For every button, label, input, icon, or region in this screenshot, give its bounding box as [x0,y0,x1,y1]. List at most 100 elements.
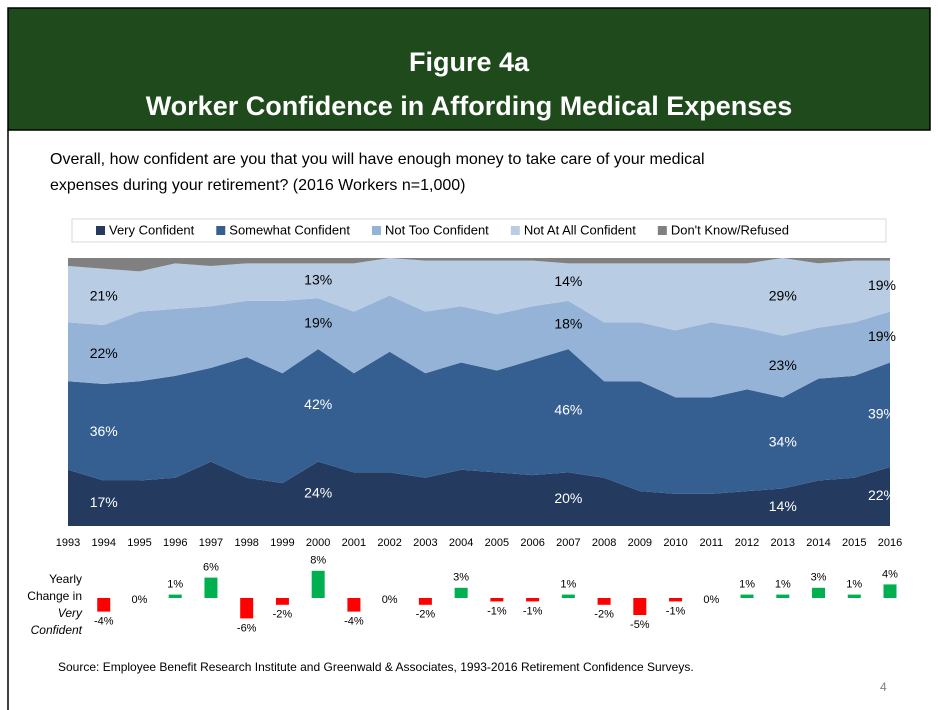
data-label: 21% [90,288,118,304]
data-label: -1% [523,605,543,617]
data-label: 19% [304,314,332,330]
change-bar [240,598,254,619]
data-label: 0% [382,594,398,606]
x-tick-label: 2000 [306,537,330,549]
area [68,295,890,398]
legend-swatch [216,226,226,235]
question-line: expenses during your retirement? (2016 W… [50,177,465,194]
data-label: 39% [868,405,896,421]
data-label: 19% [868,277,896,293]
change-bar [311,570,325,598]
data-label: -5% [630,619,650,631]
x-tick-label: 2007 [556,537,580,549]
x-tick-label: 1995 [127,537,151,549]
data-label: 1% [739,579,755,591]
data-label: 13% [304,271,332,287]
change-bar [561,594,575,598]
legend-label: Don't Know/Refused [671,222,789,237]
legend-label: Not At All Confident [524,222,636,237]
x-tick-label: 1993 [56,537,80,549]
data-label: -6% [237,622,257,634]
change-bar [597,598,611,605]
data-label: 4% [882,568,898,580]
data-label: 0% [703,594,719,606]
data-label: 1% [560,579,576,591]
change-bar [776,594,790,598]
x-tick-label: 2012 [735,537,759,549]
legend-label: Very Confident [109,222,195,237]
x-tick-label: 2015 [842,537,866,549]
data-label: 1% [167,579,183,591]
source: Source: Employee Benefit Research Instit… [58,660,694,674]
data-label: 29% [769,288,797,304]
x-tick-label: 2011 [699,537,723,549]
data-label: 36% [90,423,118,439]
x-tick-label: 1997 [199,537,223,549]
change-bar [418,598,432,605]
page-number: 4 [880,680,887,694]
x-tick-label: 2004 [449,537,473,549]
data-label: 22% [90,345,118,361]
data-label: 3% [453,572,469,584]
header-band [7,7,931,131]
data-label: 22% [868,487,896,503]
data-label: 17% [90,494,118,510]
x-tick-label: 2014 [806,537,830,549]
title-line: Worker Confidence in Affording Medical E… [146,91,793,121]
axis-label: Confident [31,623,83,637]
area [68,258,890,272]
x-tick-label: 2013 [771,537,795,549]
x-tick-label: 2010 [663,537,687,549]
x-tick-label: 2016 [878,537,902,549]
area [68,349,890,494]
question-line: Overall, how confident are you that you … [50,151,705,168]
data-label: 0% [132,594,148,606]
x-tick-label: 2003 [413,537,437,549]
data-label: 14% [554,273,582,289]
change-bar [883,584,897,598]
x-tick-label: 1994 [91,537,115,549]
data-label: 23% [769,357,797,373]
data-label: 1% [846,579,862,591]
data-label: 20% [554,490,582,506]
change-bar [454,587,468,598]
change-bar [847,594,861,598]
legend-swatch [657,226,667,235]
data-label: -2% [273,609,293,621]
change-bar [97,598,111,612]
x-tick-label: 1996 [163,537,187,549]
change-bar [168,594,182,598]
data-label: 8% [310,555,326,567]
change-bar [633,598,647,615]
data-label: -2% [416,609,436,621]
legend-swatch [371,226,381,235]
change-bar [275,598,289,605]
area [68,461,890,526]
data-label: 34% [769,434,797,450]
legend-swatch [510,226,520,235]
area [68,258,890,336]
change-bar [669,598,683,602]
legend-swatch [96,226,105,235]
axis-label: Very [58,606,83,620]
data-label: 1% [775,579,791,591]
data-label: 3% [811,572,827,584]
change-bar [526,598,540,602]
axis-label: Yearly [49,572,82,586]
x-tick-label: 1999 [270,537,294,549]
change-bar [490,598,504,602]
change-bar [812,587,826,598]
data-label: 24% [304,485,332,501]
title-line: Figure 4a [409,47,530,77]
x-tick-label: 1998 [234,537,258,549]
data-label: 14% [769,498,797,514]
change-bar [347,598,361,612]
change-bar [740,594,754,598]
data-label: 18% [554,316,582,332]
data-label: 19% [868,328,896,344]
legend-label: Somewhat Confident [229,222,350,237]
x-tick-label: 2001 [342,537,366,549]
x-tick-label: 2008 [592,537,616,549]
